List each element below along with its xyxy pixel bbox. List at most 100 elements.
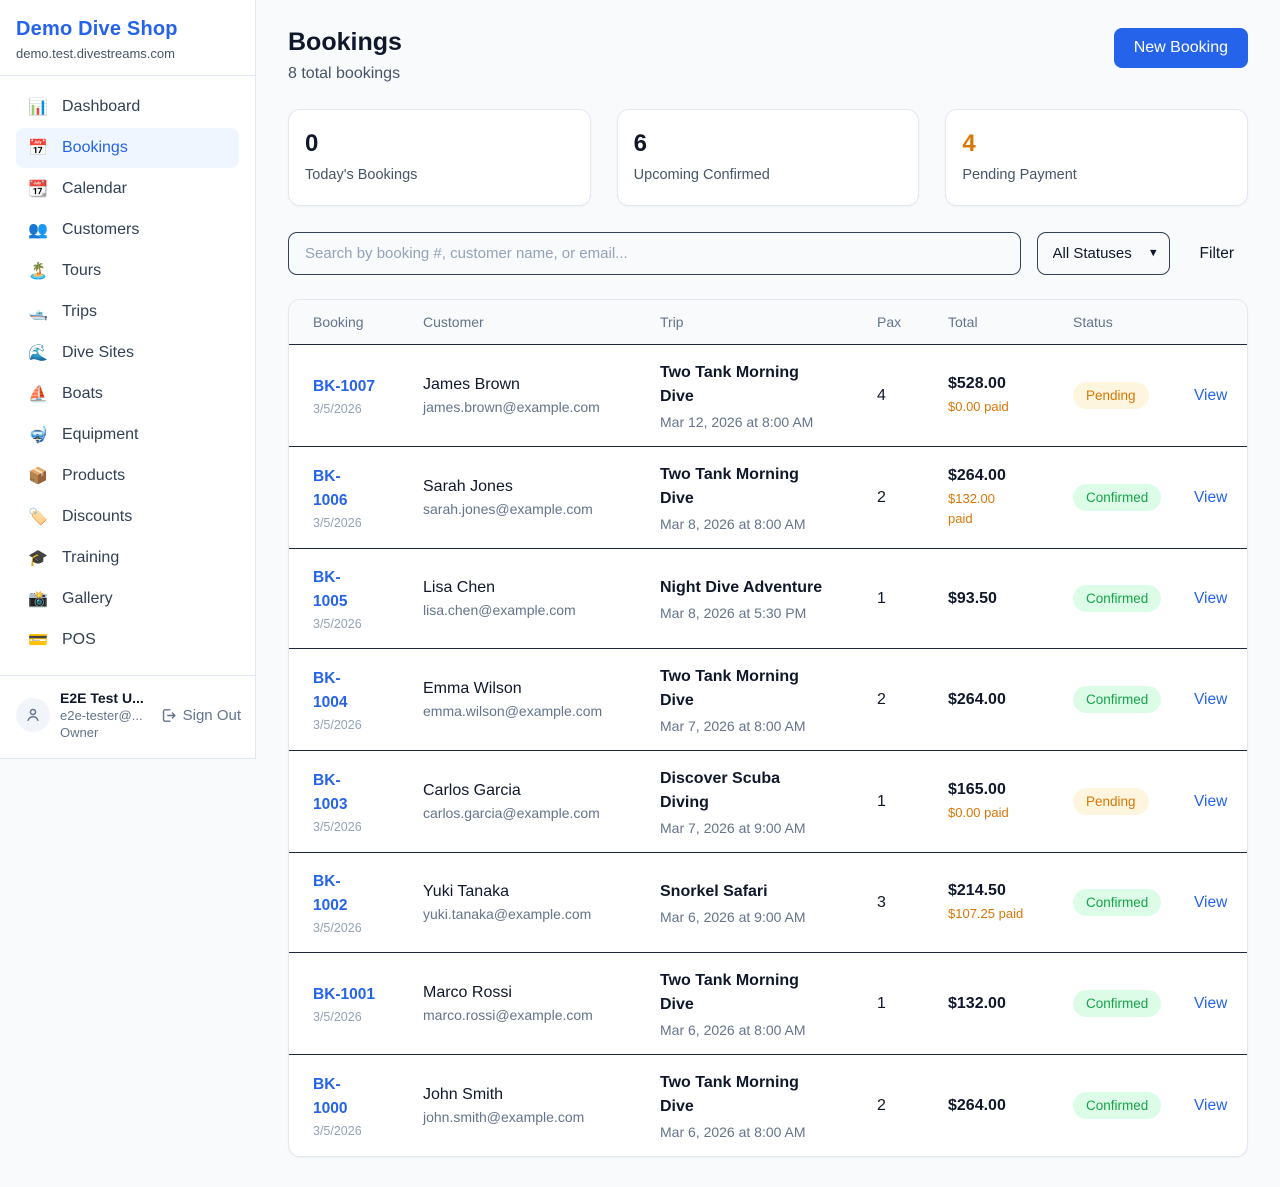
filter-button[interactable]: Filter <box>1186 232 1248 275</box>
sidebar-item-dashboard[interactable]: 📊 Dashboard <box>16 87 239 127</box>
paid-amount: $0.00 paid <box>948 398 1009 414</box>
trip-name: Two Tank Morning Dive <box>660 972 799 1013</box>
sidebar-item-bookings[interactable]: 📅 Bookings <box>16 128 239 168</box>
customer-name: John Smith <box>423 1086 504 1103</box>
sidebar-item-label: Gallery <box>62 590 113 607</box>
search-input[interactable] <box>288 232 1021 275</box>
status-badge: Pending <box>1073 788 1149 815</box>
calendar-icon: 📆 <box>28 181 48 198</box>
trip-name: Two Tank Morning Dive <box>660 364 799 405</box>
booking-id-link[interactable]: BK- 1005 <box>313 568 348 610</box>
customer-email: james.brown@example.com <box>423 399 600 415</box>
sidebar-item-label: Customers <box>62 221 140 238</box>
total-amount: $264.00 <box>948 467 1006 484</box>
view-link[interactable]: View <box>1194 386 1228 404</box>
sidebar-item-dive-sites[interactable]: 🌊 Dive Sites <box>16 333 239 373</box>
sidebar-item-label: Boats <box>62 385 103 402</box>
stat-label: Today's Bookings <box>305 167 418 183</box>
sidebar-item-label: Dashboard <box>62 98 141 115</box>
sidebar-item-label: Tours <box>62 262 102 279</box>
trip-name: Discover Scuba Diving <box>660 770 781 811</box>
paid-amount: $132.00 paid <box>948 491 995 526</box>
sidebar-item-boats[interactable]: ⛵ Boats <box>16 374 239 414</box>
new-booking-button[interactable]: New Booking <box>1113 28 1248 68</box>
table-row: BK- 1002 3/5/2026 Yuki Tanaka yuki.tanak… <box>289 853 1247 953</box>
view-link[interactable]: View <box>1194 1096 1228 1114</box>
sidebar-item-products[interactable]: 📦 Products <box>16 456 239 496</box>
tours-island-icon: 🏝️ <box>28 263 48 280</box>
stat-card: 4 Pending Payment <box>945 109 1249 206</box>
customers-icon: 👥 <box>28 222 48 239</box>
trip-datetime: Mar 8, 2026 at 8:00 AM <box>660 516 806 532</box>
booking-date: 3/5/2026 <box>313 402 362 416</box>
booking-id-link[interactable]: BK-1001 <box>313 985 376 1003</box>
view-link[interactable]: View <box>1194 792 1228 810</box>
sidebar-item-label: Calendar <box>62 180 127 197</box>
customer-name: Lisa Chen <box>423 579 496 596</box>
sidebar-item-pos[interactable]: 💳 POS <box>16 620 239 660</box>
status-select-wrap: All Statuses ▾ <box>1036 232 1170 275</box>
total-amount: $214.50 <box>948 881 1006 899</box>
sign-out-icon <box>162 708 176 722</box>
column-header-actions <box>1194 314 1223 330</box>
booking-id-link[interactable]: BK- 1002 <box>313 872 348 914</box>
user-name: E2E Test U... <box>60 690 144 706</box>
table-row: BK- 1006 3/5/2026 Sarah Jones sarah.jone… <box>289 447 1247 549</box>
status-filter-select[interactable]: All Statuses <box>1036 232 1170 275</box>
trip-name: Two Tank Morning Dive <box>660 466 799 507</box>
total-amount: $264.00 <box>948 1096 1006 1114</box>
sign-out-button[interactable]: Sign Out <box>160 707 243 724</box>
view-link[interactable]: View <box>1194 994 1228 1012</box>
stat-value: 6 <box>633 130 648 157</box>
view-link[interactable]: View <box>1194 690 1228 708</box>
total-amount: $528.00 <box>948 374 1006 392</box>
column-header-booking: Booking <box>313 314 364 330</box>
sidebar-item-equipment[interactable]: 🤿 Equipment <box>16 415 239 455</box>
booking-id-link[interactable]: BK- 1004 <box>313 669 348 711</box>
view-link[interactable]: View <box>1194 589 1228 607</box>
column-header-pax: Pax <box>877 314 902 330</box>
sidebar-item-trips[interactable]: 🛥️ Trips <box>16 292 239 332</box>
booking-id-link[interactable]: BK- 1000 <box>313 1075 348 1117</box>
customer-email: carlos.garcia@example.com <box>423 805 600 821</box>
user-avatar <box>16 698 50 732</box>
trip-name: Two Tank Morning Dive <box>660 1074 799 1115</box>
customer-name: James Brown <box>423 376 520 393</box>
pax-count: 2 <box>877 690 886 708</box>
table-header-row: Booking Customer Trip Pax Total Status <box>289 300 1247 345</box>
sidebar-item-calendar[interactable]: 📆 Calendar <box>16 169 239 209</box>
sidebar-item-label: Training <box>62 549 120 566</box>
booking-id-link[interactable]: BK- 1003 <box>313 771 348 813</box>
main-content: Bookings 8 total bookings New Booking 0 … <box>256 0 1280 1187</box>
booking-id-link[interactable]: BK-1007 <box>313 377 376 395</box>
stat-value: 0 <box>305 130 319 157</box>
sidebar-item-gallery[interactable]: 📸 Gallery <box>16 579 239 619</box>
sidebar-item-discounts[interactable]: 🏷️ Discounts <box>16 497 239 537</box>
sidebar-item-label: Products <box>62 467 126 484</box>
pax-count: 2 <box>877 1096 886 1114</box>
customer-email: yuki.tanaka@example.com <box>423 906 592 922</box>
page-header: Bookings 8 total bookings New Booking <box>288 28 1248 83</box>
controls-row: All Statuses ▾ Filter <box>288 232 1248 275</box>
sidebar-item-customers[interactable]: 👥 Customers <box>16 210 239 250</box>
sidebar-item-tours[interactable]: 🏝️ Tours <box>16 251 239 291</box>
sidebar-item-training[interactable]: 🎓 Training <box>16 538 239 578</box>
customer-name: Carlos Garcia <box>423 782 521 799</box>
paid-amount: $0.00 paid <box>948 804 1009 820</box>
sidebar-item-label: POS <box>62 631 96 648</box>
user-role: Owner <box>60 725 99 740</box>
pax-count: 1 <box>877 589 886 607</box>
table-row: BK-1001 3/5/2026 Marco Rossi marco.rossi… <box>289 953 1247 1055</box>
customer-name: Emma Wilson <box>423 680 522 697</box>
trip-datetime: Mar 7, 2026 at 8:00 AM <box>660 718 806 734</box>
view-link[interactable]: View <box>1194 488 1228 506</box>
status-badge: Confirmed <box>1073 686 1162 713</box>
customer-name: Yuki Tanaka <box>423 883 509 900</box>
view-link[interactable]: View <box>1194 893 1228 911</box>
discounts-tag-icon: 🏷️ <box>28 509 48 526</box>
stats-row: 0 Today's Bookings 6 Upcoming Confirmed … <box>288 109 1249 206</box>
pos-card-icon: 💳 <box>28 632 48 649</box>
status-badge: Pending <box>1073 382 1149 409</box>
trip-datetime: Mar 8, 2026 at 5:30 PM <box>660 605 807 621</box>
booking-id-link[interactable]: BK- 1006 <box>313 467 348 509</box>
